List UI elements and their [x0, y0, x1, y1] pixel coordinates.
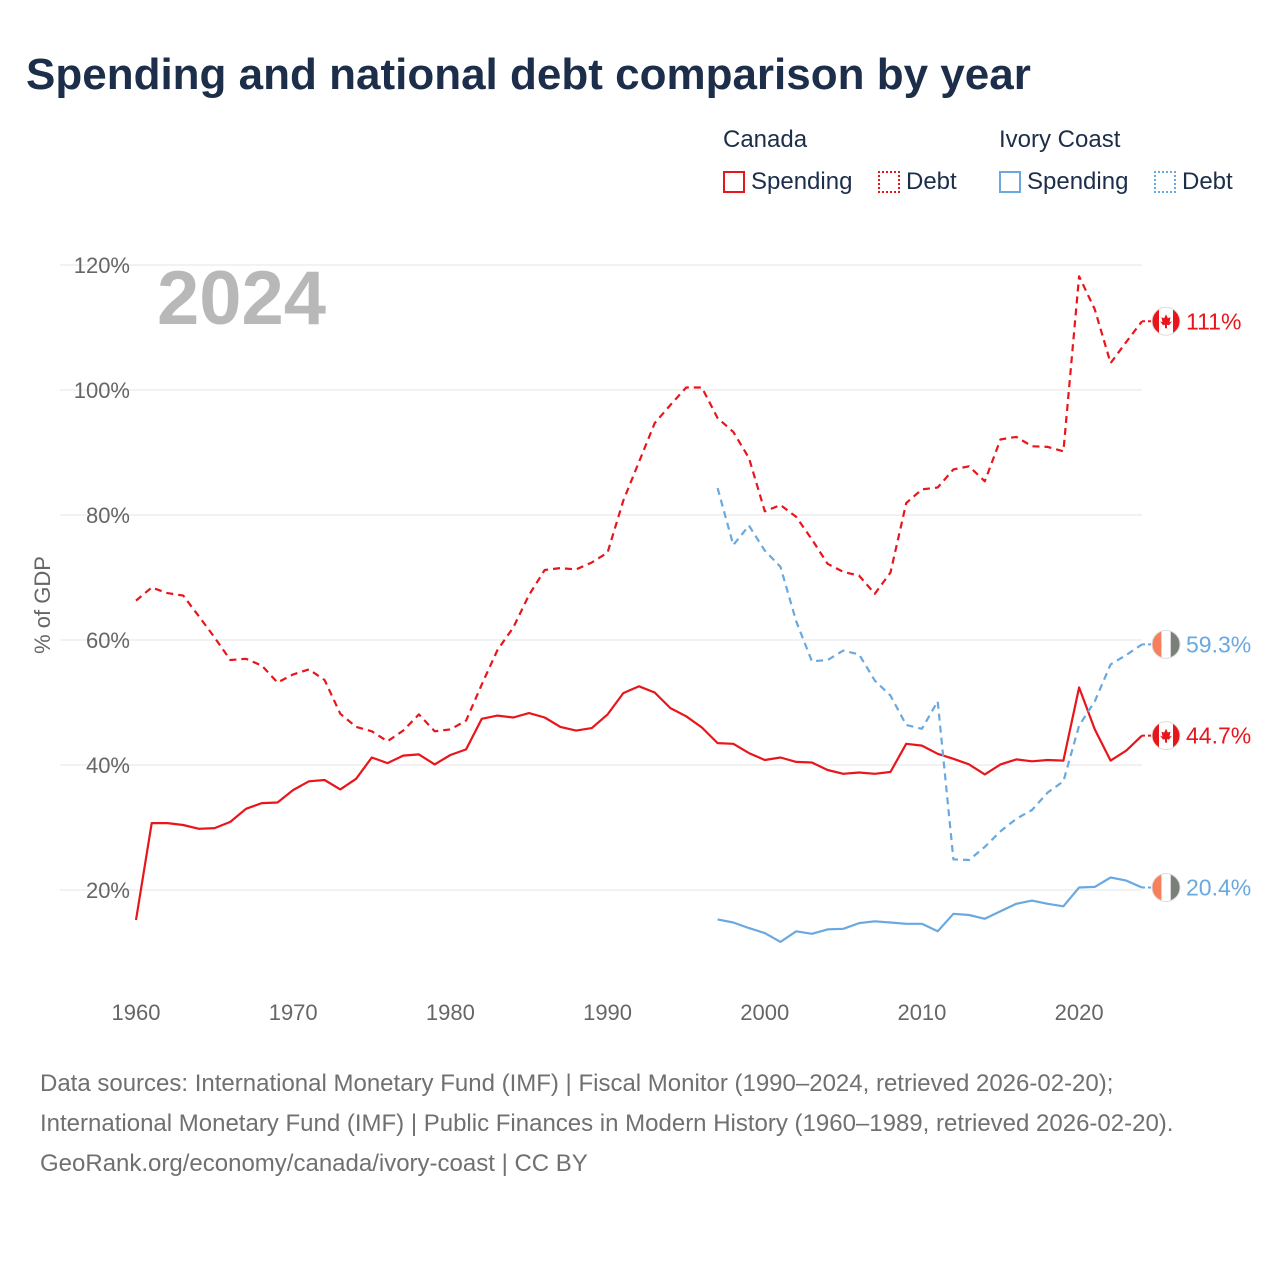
x-tick-label: 1960 [112, 1000, 161, 1025]
legend-swatch-dotted-red [878, 171, 900, 193]
legend-ivory-title: Ivory Coast [999, 126, 1121, 153]
ivory-coast-flag-icon [1151, 873, 1181, 902]
grid-lines [60, 264, 1142, 891]
end-value-label: 44.7% [1186, 723, 1251, 749]
series-lines [134, 275, 1143, 944]
year-watermark: 2024 [157, 256, 326, 341]
x-tick-label: 1980 [426, 1000, 475, 1025]
line-chart: 2024 20%40%60%80%100%120% 1960 1970 1980 19… [30, 253, 1251, 1025]
y-tick-label: 120% [74, 253, 130, 278]
x-tick-label: 2000 [740, 1000, 789, 1025]
y-tick-label: 20% [86, 878, 130, 903]
y-tick-label: 60% [86, 628, 130, 653]
ivory-coast-flag-icon [1151, 629, 1181, 659]
legend-ivory-debt-label: Debt [1182, 168, 1233, 195]
canada-flag-icon [1151, 306, 1181, 336]
legend-ivory-debt[interactable]: Debt [1154, 168, 1233, 196]
attribution-link[interactable]: GeoRank.org/economy/canada/ivory-coast |… [40, 1150, 588, 1177]
ivory-coast-debt-line[interactable] [716, 487, 1143, 862]
legend-canada-debt-label: Debt [906, 168, 957, 195]
x-tick-label: 1990 [583, 1000, 632, 1025]
y-axis-label: % of GDP [30, 556, 55, 654]
x-tick-label: 2020 [1055, 1000, 1104, 1025]
canada-flag-icon [1151, 721, 1181, 751]
end-value-label: 59.3% [1186, 631, 1251, 657]
data-sources: Data sources: International Monetary Fun… [40, 1070, 1174, 1137]
canada-spending-line[interactable] [134, 685, 1143, 921]
footer: Data sources: International Monetary Fun… [40, 1064, 1240, 1184]
y-tick-label: 80% [86, 503, 130, 528]
legend-swatch-solid-blue [999, 171, 1021, 193]
x-tick-label: 2010 [897, 1000, 946, 1025]
legend-canada-spending-label: Spending [751, 168, 853, 195]
end-value-label: 111% [1186, 308, 1241, 334]
canada-debt-line[interactable] [135, 275, 1143, 743]
legend-swatch-solid-red [723, 171, 745, 193]
y-axis: 20% 40% 60% 80% 100% 120% [74, 253, 130, 903]
y-tick-label: 100% [74, 378, 130, 403]
legend-canada-debt[interactable]: Debt [878, 168, 957, 196]
chart-title: Spending and national debt comparison by… [26, 50, 1031, 99]
x-tick-label: 1970 [269, 1000, 318, 1025]
ivory-coast-spending-line[interactable] [717, 876, 1143, 944]
legend-ivory-spending-label: Spending [1027, 168, 1129, 195]
end-labels: 111% 44.7% 59.3% 20.4% [1142, 306, 1251, 902]
legend-canada-title: Canada [723, 126, 808, 153]
y-tick-label: 40% [86, 753, 130, 778]
x-axis: 1960 1970 1980 1990 2000 2010 2020 [112, 1000, 1104, 1025]
legend-canada-spending[interactable]: Spending [723, 168, 852, 196]
legend-swatch-dotted-blue [1154, 171, 1176, 193]
end-value-label: 20.4% [1186, 875, 1251, 901]
legend-ivory-spending[interactable]: Spending [999, 168, 1128, 196]
